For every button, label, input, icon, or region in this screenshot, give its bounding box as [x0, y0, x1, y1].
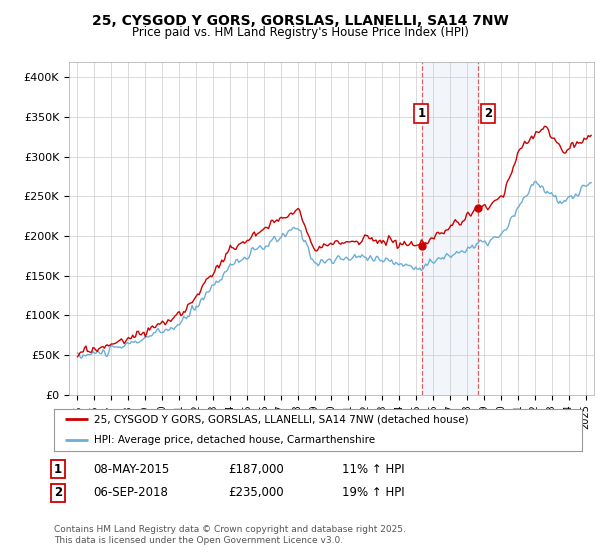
- Text: 06-SEP-2018: 06-SEP-2018: [93, 486, 168, 500]
- Text: £235,000: £235,000: [228, 486, 284, 500]
- Text: 1: 1: [54, 463, 62, 476]
- Text: 08-MAY-2015: 08-MAY-2015: [93, 463, 169, 476]
- Text: Price paid vs. HM Land Registry's House Price Index (HPI): Price paid vs. HM Land Registry's House …: [131, 26, 469, 39]
- Text: 2: 2: [484, 106, 492, 120]
- Text: HPI: Average price, detached house, Carmarthenshire: HPI: Average price, detached house, Carm…: [94, 435, 375, 445]
- Text: 25, CYSGOD Y GORS, GORSLAS, LLANELLI, SA14 7NW (detached house): 25, CYSGOD Y GORS, GORSLAS, LLANELLI, SA…: [94, 414, 468, 424]
- Text: £187,000: £187,000: [228, 463, 284, 476]
- Text: 11% ↑ HPI: 11% ↑ HPI: [342, 463, 404, 476]
- Text: 2: 2: [54, 486, 62, 500]
- Text: 1: 1: [417, 106, 425, 120]
- Text: 19% ↑ HPI: 19% ↑ HPI: [342, 486, 404, 500]
- Text: 25, CYSGOD Y GORS, GORSLAS, LLANELLI, SA14 7NW: 25, CYSGOD Y GORS, GORSLAS, LLANELLI, SA…: [92, 14, 508, 28]
- Text: Contains HM Land Registry data © Crown copyright and database right 2025.
This d: Contains HM Land Registry data © Crown c…: [54, 525, 406, 545]
- Bar: [422, 62, 478, 395]
